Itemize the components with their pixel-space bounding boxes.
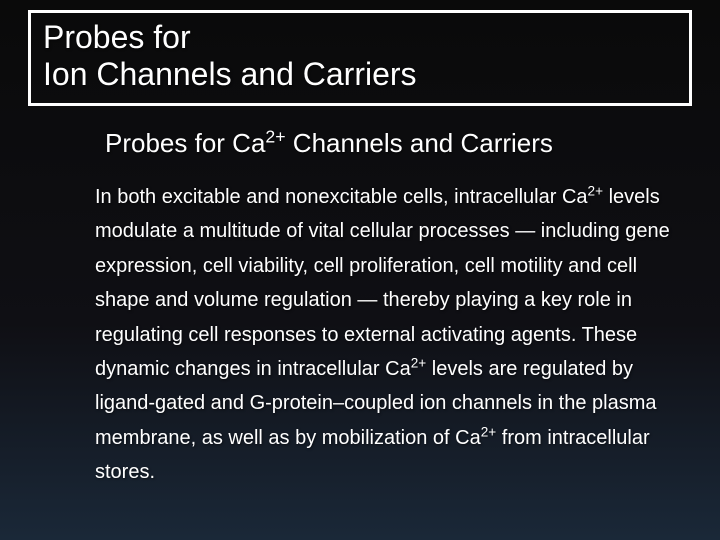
title-box: Probes for Ion Channels and Carriers: [28, 10, 692, 106]
title-line-2: Ion Channels and Carriers: [43, 56, 417, 92]
slide-subtitle: Probes for Ca2+ Channels and Carriers: [105, 128, 553, 159]
body-sup-1: 2+: [588, 183, 604, 198]
body-sup-2: 2+: [411, 355, 427, 370]
body-seg-2: levels modulate a multitude of vital cel…: [95, 186, 670, 380]
body-paragraph: In both excitable and nonexcitable cells…: [95, 180, 670, 490]
body-sup-3: 2+: [481, 424, 497, 439]
slide-title: Probes for Ion Channels and Carriers: [43, 19, 677, 93]
body-seg-1: In both excitable and nonexcitable cells…: [95, 186, 588, 208]
subtitle-superscript: 2+: [265, 126, 285, 146]
subtitle-suffix: Channels and Carriers: [286, 128, 553, 158]
subtitle-prefix: Probes for Ca: [105, 128, 265, 158]
title-line-1: Probes for: [43, 19, 191, 55]
